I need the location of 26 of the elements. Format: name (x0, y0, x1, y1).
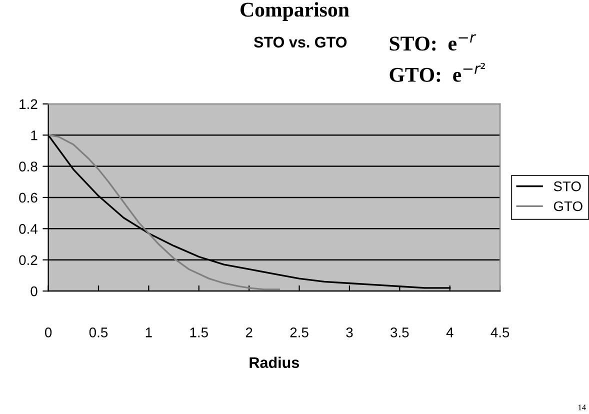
y-tick-label: 1 (31, 130, 38, 140)
chart-title: STO vs. GTO (254, 36, 347, 48)
x-tick-label: 1 (146, 328, 152, 338)
y-tick-label: 0.8 (19, 162, 38, 172)
text: GTO: e$^{−r²}$ (390, 62, 485, 82)
line-series (48, 134, 280, 290)
x-tick-label: 4.5 (490, 328, 510, 338)
y-tick-label: 1.2 (20, 99, 38, 109)
legend-label: STO (554, 181, 581, 192)
text: Comparison (240, 2, 350, 21)
x-tick-label: 1.5 (190, 328, 208, 338)
y-tick-label: 0.4 (19, 224, 38, 234)
y-tick-label: 0.2 (19, 255, 38, 266)
x-tick-label: 0.5 (89, 328, 108, 338)
x-tick-label: 0 (44, 328, 52, 338)
x-tick-label: 2.5 (290, 328, 308, 338)
text: 14 (578, 404, 586, 410)
x-tick-label: 2 (246, 328, 252, 338)
x-tick-label: 3 (346, 328, 353, 338)
y-tick-label: 0 (30, 286, 38, 296)
x-tick-label: 4 (446, 328, 454, 338)
y-tick-label: 0.6 (19, 192, 38, 203)
text: STO: e$^{−r}$ (390, 34, 476, 51)
x-axis-title: Radius (250, 356, 300, 368)
x-tick-label: 3.5 (390, 328, 409, 338)
legend-label: GTO (554, 201, 582, 212)
